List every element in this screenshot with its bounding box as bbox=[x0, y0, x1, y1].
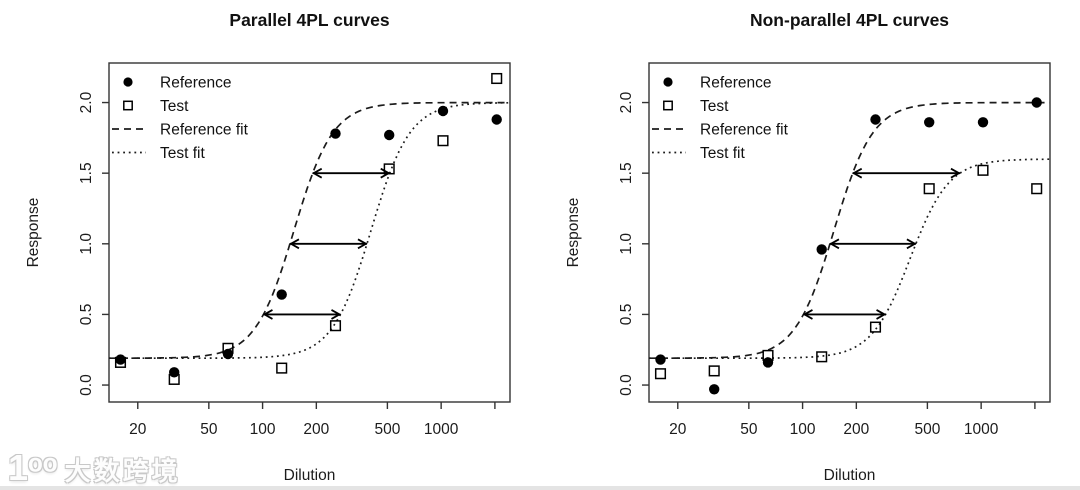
arrowhead-left-icon bbox=[311, 167, 323, 179]
y-tick-label: 2.0 bbox=[618, 91, 635, 113]
reference-data-point bbox=[115, 354, 126, 365]
x-axis-title: Dilution bbox=[824, 467, 876, 484]
arrowhead-left-icon bbox=[851, 167, 863, 179]
legend-label: Test fit bbox=[700, 145, 745, 162]
legend-filled-circle-icon bbox=[123, 77, 133, 87]
plot-border bbox=[648, 62, 1051, 403]
y-tick-label: 0.0 bbox=[618, 374, 635, 396]
reference-data-point bbox=[816, 244, 827, 255]
y-tick-label: 0.5 bbox=[618, 304, 635, 326]
legend-filled-circle-icon bbox=[663, 77, 673, 87]
reference-data-point bbox=[222, 348, 234, 360]
legend-label: Reference bbox=[160, 75, 232, 92]
arrowhead-left-icon bbox=[289, 238, 300, 250]
test-data-point bbox=[276, 362, 288, 374]
test-data-point bbox=[977, 164, 989, 176]
dashed-fit-curve bbox=[109, 101, 510, 360]
test-data-point bbox=[437, 135, 449, 147]
y-tick-label: 2.0 bbox=[78, 91, 95, 113]
y-tick-label: 0.0 bbox=[78, 374, 95, 396]
y-tick-label: 1.5 bbox=[618, 162, 635, 184]
chart-title: Non-parallel 4PL curves bbox=[750, 10, 949, 30]
y-axis-title: Response bbox=[565, 198, 582, 268]
legend-label: Test fit bbox=[160, 145, 205, 162]
chart-svg-1: Non-parallel 4PL curves 20 50 100 200 500 1000… bbox=[565, 10, 1051, 484]
arrowhead-right-icon bbox=[906, 238, 917, 250]
dotted-fit-curve bbox=[109, 101, 511, 360]
dashed-fit-curve bbox=[649, 101, 1050, 360]
y-tick-label: 1.0 bbox=[78, 233, 95, 255]
test-data-point bbox=[168, 373, 180, 385]
reference-data-point bbox=[924, 117, 935, 128]
arrowhead-right-icon bbox=[950, 167, 961, 179]
y-tick-label: 1.5 bbox=[78, 162, 95, 184]
x-tick-label: 20 bbox=[669, 421, 687, 438]
test-data-point bbox=[491, 72, 503, 85]
test-data-point bbox=[1031, 183, 1043, 195]
reference-data-point bbox=[276, 289, 287, 300]
arrowhead-left-icon bbox=[829, 238, 840, 250]
x-tick-label: 50 bbox=[200, 421, 218, 438]
plot-border bbox=[108, 62, 511, 403]
reference-data-point bbox=[870, 114, 881, 125]
reference-data-point bbox=[1031, 97, 1042, 108]
arrowhead-right-icon bbox=[331, 309, 342, 320]
x-tick-label: 1000 bbox=[424, 421, 459, 438]
legend-label: Test bbox=[160, 98, 189, 115]
test-data-point bbox=[816, 351, 828, 363]
x-tick-label: 200 bbox=[843, 421, 869, 438]
reference-data-point bbox=[384, 129, 395, 141]
legend-label: Test bbox=[700, 98, 729, 115]
y-axis-title: Response bbox=[25, 198, 42, 268]
test-data-point bbox=[654, 368, 667, 380]
test-data-point bbox=[923, 183, 935, 195]
y-tick-label: 0.5 bbox=[78, 304, 95, 326]
legend-label: Reference fit bbox=[700, 122, 789, 139]
x-tick-label: 200 bbox=[303, 421, 329, 438]
x-axis-title: Dilution bbox=[284, 467, 336, 484]
x-tick-label: 100 bbox=[790, 421, 816, 438]
reference-data-point bbox=[655, 354, 666, 365]
x-tick-label: 1000 bbox=[964, 421, 999, 438]
chart-svg-0: Parallel 4PL curves 20 50 100 200 500 1000 0.0 0… bbox=[25, 10, 511, 484]
test-data-point bbox=[383, 163, 395, 175]
bottom-divider bbox=[0, 486, 1080, 490]
chart-title: Parallel 4PL curves bbox=[229, 10, 389, 30]
reference-data-point bbox=[491, 114, 502, 125]
reference-data-point bbox=[709, 384, 720, 395]
dotted-fit-curve bbox=[649, 158, 1050, 360]
x-tick-label: 20 bbox=[129, 421, 147, 438]
reference-data-point bbox=[762, 357, 774, 368]
test-data-point bbox=[114, 356, 127, 368]
arrowhead-right-icon bbox=[357, 238, 368, 250]
test-data-point bbox=[222, 342, 234, 354]
x-tick-label: 100 bbox=[250, 421, 276, 438]
test-data-point bbox=[708, 365, 720, 377]
reference-data-point bbox=[330, 128, 341, 139]
test-data-point bbox=[329, 320, 342, 332]
x-tick-label: 50 bbox=[740, 421, 758, 438]
legend-label: Reference bbox=[700, 75, 772, 92]
x-tick-label: 500 bbox=[914, 421, 940, 438]
legend-label: Reference fit bbox=[160, 122, 249, 139]
arrowhead-left-icon bbox=[262, 309, 273, 320]
test-data-point bbox=[762, 349, 774, 361]
arrowhead-left-icon bbox=[802, 309, 813, 320]
reference-data-point bbox=[169, 367, 180, 378]
x-tick-label: 500 bbox=[374, 421, 400, 438]
chart-panel-0: Parallel 4PL curves 20 50 100 200 500 1000 0.0 0… bbox=[25, 10, 511, 484]
chart-panel-1: Non-parallel 4PL curves 20 50 100 200 500 1000… bbox=[540, 0, 1080, 490]
y-tick-label: 1.0 bbox=[618, 233, 635, 255]
reference-data-point bbox=[977, 117, 989, 128]
test-data-point bbox=[869, 321, 882, 333]
legend-open-square-icon bbox=[123, 100, 133, 111]
arrowhead-right-icon bbox=[876, 309, 887, 320]
legend-open-square-icon bbox=[663, 100, 673, 111]
reference-data-point bbox=[437, 105, 449, 117]
